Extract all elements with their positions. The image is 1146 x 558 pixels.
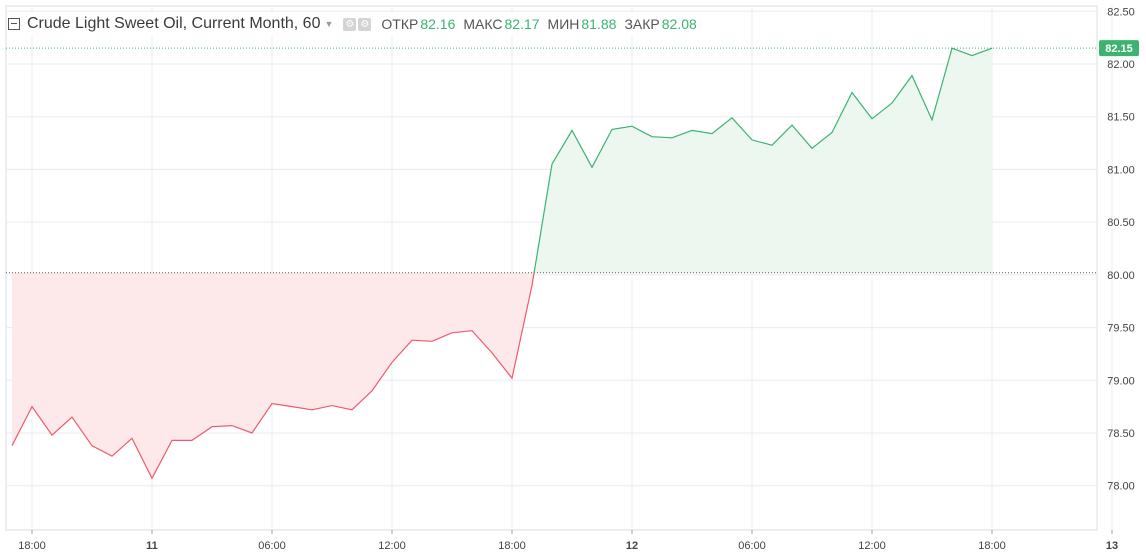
- collapse-legend-icon[interactable]: [8, 18, 20, 30]
- area-fills: [12, 48, 992, 479]
- last-price-badge-bg: [1099, 40, 1139, 57]
- y-tick-label: 79.50: [1107, 323, 1135, 335]
- x-tick-label: 13: [1106, 540, 1118, 552]
- symbol-title[interactable]: Crude Light Sweet Oil, Current Month, 60: [27, 15, 321, 32]
- x-tick-label: 18:00: [18, 540, 46, 552]
- x-tick-label: 12: [626, 540, 638, 552]
- y-tick-label: 78.00: [1107, 481, 1135, 493]
- high-label: МАКС: [463, 16, 503, 32]
- close-label: ЗАКР: [624, 16, 660, 32]
- y-tick-label: 80.00: [1107, 270, 1135, 282]
- open-value: 82.16: [420, 16, 456, 32]
- low-value: 81.88: [581, 16, 617, 32]
- reference-lines: [6, 47, 1097, 274]
- y-tick-label: 79.00: [1107, 375, 1135, 387]
- last-price-label: 82.15: [1105, 43, 1133, 55]
- series-line-below: [11, 272, 535, 480]
- x-tick-label: 18:00: [498, 540, 526, 552]
- close-value: 82.08: [661, 16, 697, 32]
- open-label: ОТКР: [381, 16, 419, 32]
- above-baseline-fill: [534, 48, 992, 273]
- price-axis[interactable]: 78.00 78.50 79.00 79.50 80.00 80.50 81.00 81.50…: [1107, 6, 1135, 492]
- gear-icon[interactable]: ⚙: [358, 17, 372, 31]
- time-axis[interactable]: 18:00 11 06:00 12:00 18:00 12 06:00 12:00 18:00 1…: [18, 530, 1118, 552]
- x-tick-label: 06:00: [258, 540, 286, 552]
- x-tick-label: 12:00: [858, 540, 886, 552]
- ohlc-high: МАКС 82.17: [463, 16, 539, 32]
- y-tick-label: 82.50: [1107, 6, 1135, 18]
- ohlc-low: МИН 81.88: [548, 16, 617, 32]
- y-tick-label: 82.00: [1107, 59, 1135, 71]
- high-value: 82.17: [504, 16, 540, 32]
- x-tick-label: 12:00: [378, 540, 406, 552]
- chevron-down-icon[interactable]: ▼: [324, 19, 334, 29]
- price-line: [11, 47, 993, 480]
- series-line-above: [533, 47, 993, 273]
- low-label: МИН: [547, 16, 580, 32]
- x-tick-label: 06:00: [738, 540, 766, 552]
- last-price-badge: 82.15: [1099, 40, 1139, 57]
- y-tick-label: 78.50: [1107, 428, 1135, 440]
- ohlc-close: ЗАКР 82.08: [624, 16, 696, 32]
- below-baseline-fill: [12, 272, 535, 479]
- y-tick-label: 81.50: [1107, 112, 1135, 124]
- x-tick-label: 11: [146, 540, 158, 552]
- y-tick-label: 80.50: [1107, 217, 1135, 229]
- settings-icon[interactable]: ⚙: [343, 17, 357, 31]
- x-tick-label: 18:00: [978, 540, 1006, 552]
- ohlc-open: ОТКР 82.16: [381, 16, 455, 32]
- chart-legend: Crude Light Sweet Oil, Current Month, 60…: [8, 12, 703, 36]
- y-tick-label: 81.00: [1107, 164, 1135, 176]
